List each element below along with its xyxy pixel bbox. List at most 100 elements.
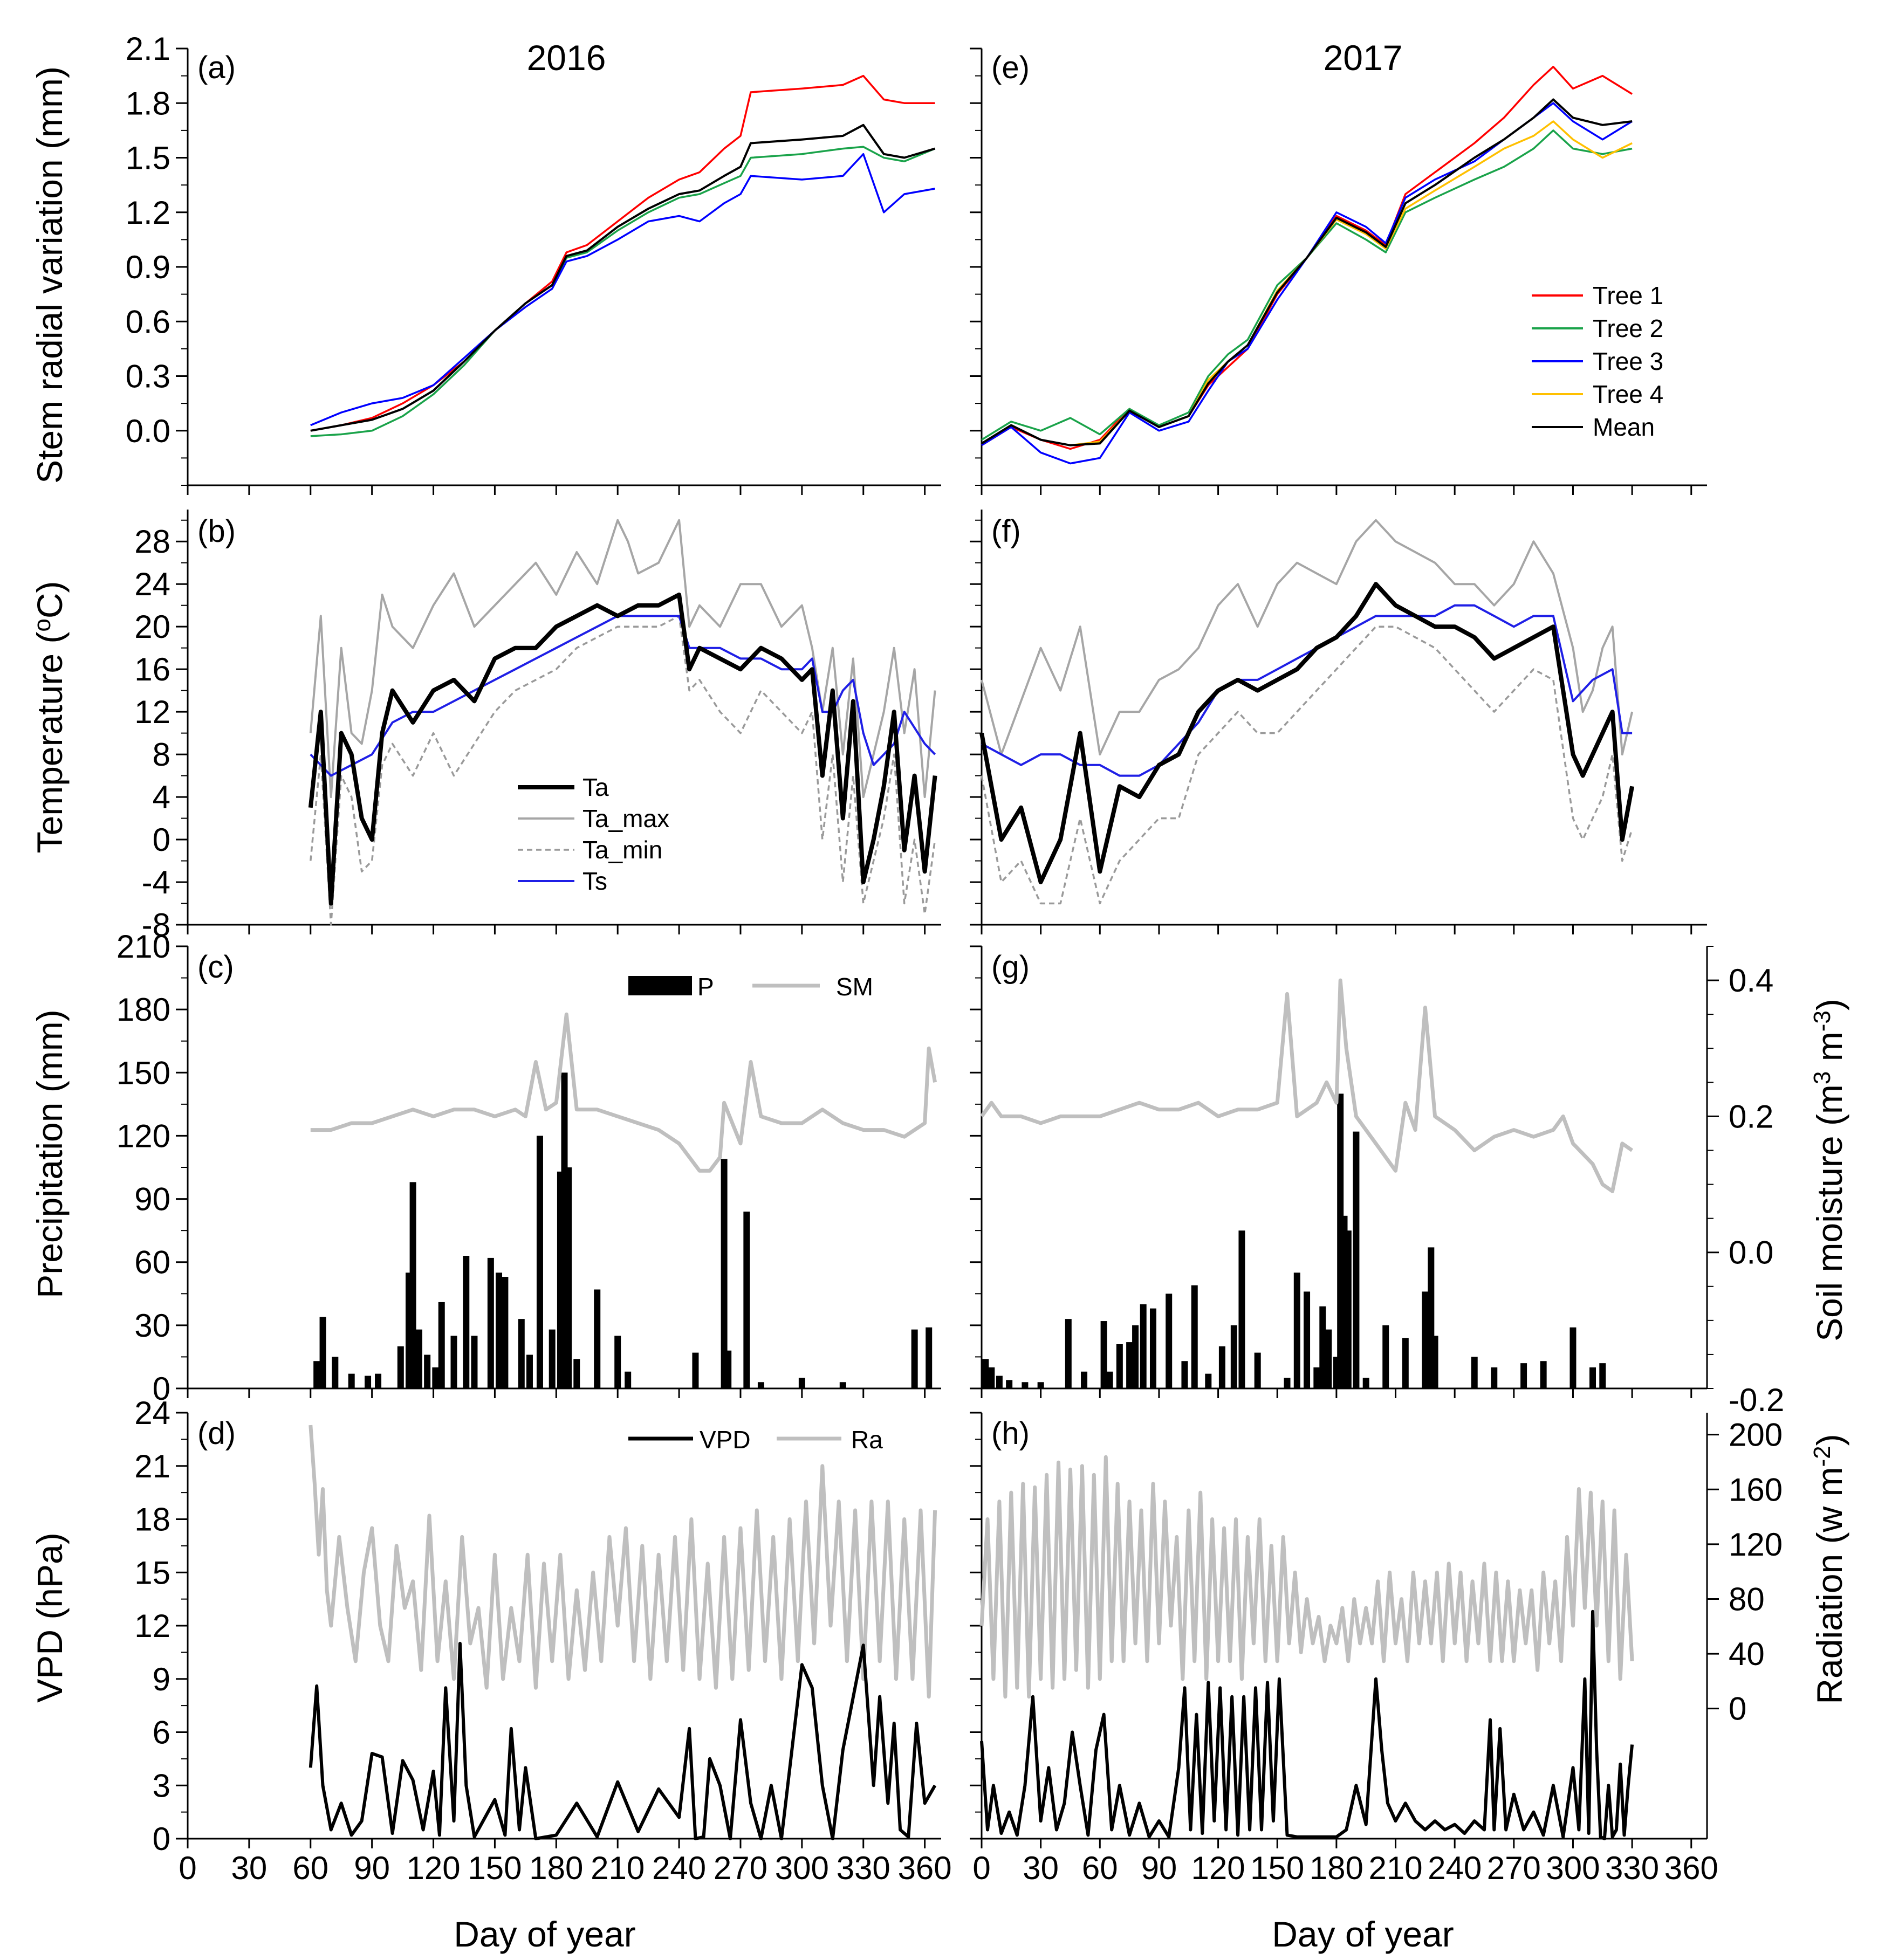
precip-bar [1205, 1373, 1212, 1388]
series-ta [308, 592, 937, 906]
series-mean [981, 98, 1633, 446]
precip-bar [594, 1289, 601, 1388]
precip-bar [375, 1373, 382, 1388]
series-soil-moisture [980, 978, 1634, 1193]
panel-label-c: (c) [197, 950, 234, 985]
precip-bar [1284, 1378, 1291, 1388]
precip-bar [1106, 1371, 1113, 1388]
panel-label-e: (e) [991, 50, 1030, 85]
precip-bar [1362, 1378, 1369, 1388]
xtick-label: 300 [775, 1850, 829, 1886]
precip-bar [1599, 1363, 1606, 1388]
precip-bar [725, 1350, 732, 1388]
panel-label-d: (d) [197, 1416, 236, 1451]
precip-bar [625, 1371, 632, 1388]
precip-bar [1382, 1325, 1389, 1388]
series-soil-moisture [310, 1012, 937, 1173]
precip-bar [1402, 1338, 1409, 1388]
precip-bar [415, 1329, 422, 1388]
xlabel-left: Day of year [454, 1914, 635, 1954]
precip-bar [573, 1359, 580, 1388]
panel-a-ytick-label: 1.5 [126, 140, 170, 176]
panel-a-ytick-label: 0.3 [126, 359, 170, 395]
panel-c-ytick-label: 0 [153, 1371, 170, 1407]
precip-bar [743, 1212, 750, 1388]
panel-a-ytick-label: 0.6 [126, 304, 170, 340]
series-tree-2 [310, 146, 936, 437]
series-mean [310, 123, 936, 432]
precip-bar [1065, 1319, 1072, 1388]
precip-bar [438, 1302, 445, 1388]
panel-label-b: (b) [197, 514, 236, 549]
precip-bar [1353, 1131, 1360, 1388]
ylabel-radiation: Radiation (w m-2) [1809, 1434, 1849, 1704]
ra-ytick-label: 0 [1729, 1691, 1746, 1727]
precip-bar [996, 1376, 1003, 1388]
precip-bar [1100, 1321, 1107, 1388]
precip-bar [424, 1354, 431, 1388]
precip-bar [319, 1317, 326, 1388]
legend-label-ta_min: Ta_min [582, 836, 662, 864]
panel-d-ytick-label: 21 [134, 1448, 170, 1484]
precip-bar [397, 1346, 404, 1388]
panel-d-ytick-label: 0 [153, 1821, 170, 1857]
precip-bar [1116, 1344, 1123, 1388]
precip-bar [1132, 1325, 1139, 1388]
legend-swatch-p [628, 976, 692, 995]
panel-c-ytick-label: 60 [134, 1244, 170, 1281]
sm-ytick-label: 0.2 [1729, 1098, 1773, 1134]
precip-bar [463, 1256, 470, 1388]
ra-ytick-label: 200 [1729, 1417, 1783, 1453]
xtick-label: 360 [898, 1850, 952, 1886]
legend-label-mean: Mean [1593, 413, 1655, 441]
xtick-label: 90 [1141, 1850, 1177, 1886]
xtick-label: 30 [1023, 1850, 1059, 1886]
series-ta_max [981, 519, 1634, 756]
ylabel-vpd: VPD (hPa) [30, 1532, 70, 1702]
panel-b-ytick-label: 20 [134, 609, 170, 645]
sm-ytick-label: 0.4 [1729, 962, 1773, 999]
series-vpd [980, 1610, 1634, 1840]
precip-bar [502, 1277, 509, 1388]
ylabel-soil-moisture: Soil moisture (m3 m-3) [1809, 999, 1849, 1342]
precip-bar [1540, 1361, 1547, 1388]
xtick-label: 150 [1250, 1850, 1304, 1886]
xtick-label: 330 [1605, 1850, 1659, 1886]
panel-b-ytick-label: 4 [153, 779, 170, 815]
series-tree-3 [310, 153, 935, 427]
series-ta_max [309, 519, 936, 799]
xtick-label: 180 [529, 1850, 583, 1886]
ylabel-precip: Precipitation (mm) [30, 1009, 70, 1298]
precip-bar [1254, 1352, 1261, 1388]
precip-bar [1081, 1371, 1088, 1388]
legend-label-tree-4: Tree 4 [1593, 380, 1663, 408]
precip-bar [839, 1382, 846, 1388]
panel-label-f: (f) [991, 514, 1021, 549]
precip-bar [1313, 1367, 1320, 1388]
precip-bar [1230, 1325, 1237, 1388]
precip-bar [518, 1319, 525, 1388]
precip-bar [1149, 1308, 1156, 1388]
year-title-2017: 2017 [1324, 38, 1403, 78]
xtick-label: 180 [1310, 1850, 1363, 1886]
xtick-label: 30 [231, 1850, 268, 1886]
series-ra [309, 1425, 937, 1699]
panel-d-ytick-label: 6 [153, 1715, 170, 1751]
xtick-label: 270 [714, 1850, 767, 1886]
xtick-label: 210 [591, 1850, 645, 1886]
precip-bar [926, 1327, 933, 1388]
series-ta [979, 582, 1635, 884]
panel-b-ytick-label: -4 [142, 864, 170, 900]
legend-label-ra: Ra [851, 1426, 883, 1454]
precip-bar [1293, 1273, 1300, 1388]
legend-label-tree-3: Tree 3 [1593, 347, 1663, 375]
panel-d-ytick-label: 9 [153, 1661, 170, 1697]
precip-bar [1022, 1382, 1029, 1388]
xlabel-right: Day of year [1272, 1914, 1454, 1954]
panel-c-ytick-label: 180 [116, 992, 170, 1028]
precip-bar [536, 1136, 543, 1388]
panel-d-ytick-label: 3 [153, 1768, 170, 1804]
ylabel-stem: Stem radial variation (mm) [30, 66, 70, 484]
precip-bar [332, 1357, 339, 1388]
